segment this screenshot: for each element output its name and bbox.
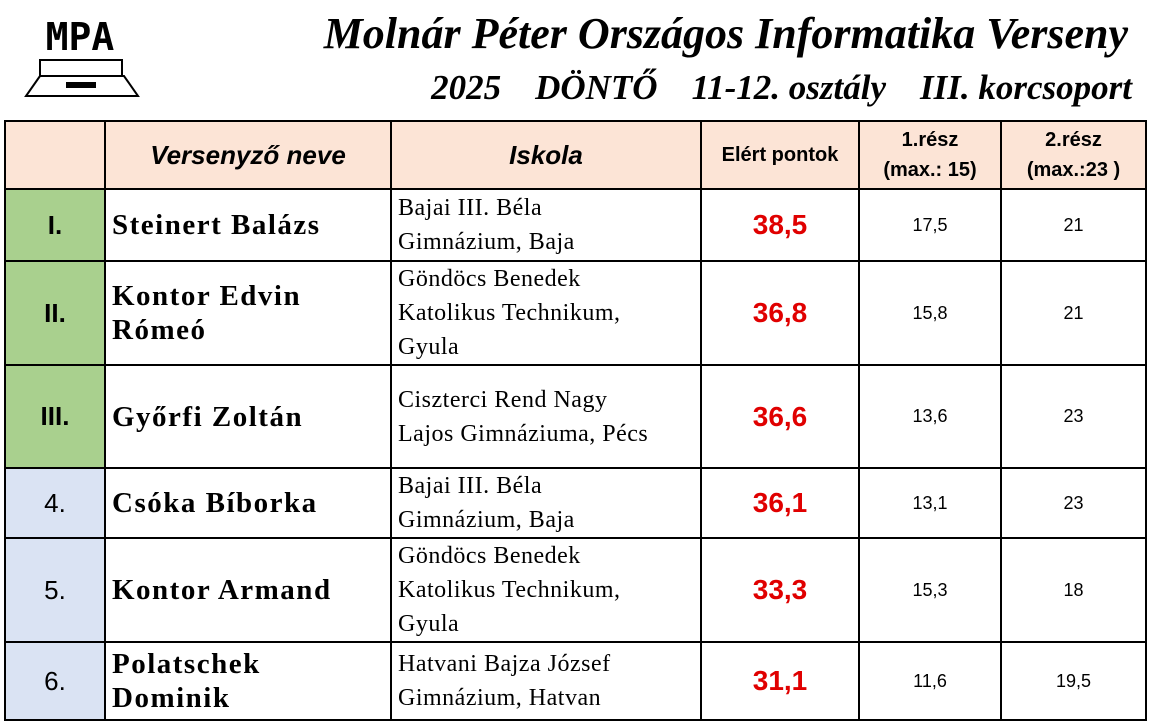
name-cell: Kontor Armand [104,537,392,643]
row: III. Győrfi Zoltán Ciszterci Rend Nagy Lajo… [4,364,1147,469]
title: Molnár Péter Országos Informatika Versen… [323,9,1128,58]
school-cell: Bajai III. Béla Gimnázium, Baja [390,188,702,262]
subtitle: 2025 DÖNTŐ 11-12. osztály III. korcsoport [397,68,1132,108]
name-cell: Polatschek Dominik [104,641,392,721]
laptop-pad [66,82,96,88]
part1-cell: 15,8 [858,260,1002,366]
points-cell: 31,1 [700,641,860,721]
part1-cell: 11,6 [858,641,1002,721]
points-cell: 36,1 [700,467,860,539]
rank-cell: I. [4,188,106,262]
school-line: Gimnázium, Baja [398,229,575,255]
row: 5. Kontor Armand Göndöcs Benedek Katolikus … [4,537,1147,643]
part1-cell: 13,1 [858,467,1002,539]
school-cell: Hatvani Bajza József Gimnázium, Hatvan [390,641,702,721]
header-text: 1.rész [901,129,959,151]
name-cell: Kontor Edvin Rómeó [104,260,392,366]
school-line: Gyula [398,334,460,360]
points-cell: 38,5 [700,188,860,262]
school-line: Hatvani Bajza József [398,651,611,677]
row: 6. Polatschek Dominik Hatvani Bajza József… [4,641,1147,721]
subtitle-part: 2025 [431,68,502,107]
header-cell: 2.rész (max.:23 ) [1000,120,1147,190]
laptop-screen [39,59,123,77]
part2-cell: 23 [1000,467,1147,539]
header-text: Iskola [509,139,583,170]
rank-cell: III. [4,364,106,469]
header-text: 2.rész [1045,129,1102,151]
table-header: Versenyző neve Iskola Elért pontok 1.rész (m… [4,120,1147,190]
school-line: Gimnázium, Baja [398,507,575,533]
part1-cell: 15,3 [858,537,1002,643]
header-text: Versenyző neve [150,139,346,170]
school-line: Ciszterci Rend Nagy [398,386,608,413]
school-line: Gyula [398,611,460,637]
rank-cell: II. [4,260,106,366]
results-table: Versenyző neve Iskola Elért pontok 1.rész (m… [4,120,1147,721]
header-row: Versenyző neve Iskola Elért pontok 1.rész (m… [4,120,1147,190]
row: 4. Csóka Bíborka Bajai III. Béla Gimnázium,… [4,467,1147,539]
header-cell [4,120,106,190]
school-cell: Göndöcs Benedek Katolikus Technikum, Gyula [390,537,702,643]
school-line: Gimnázium, Hatvan [398,685,602,711]
school-cell: Göndöcs Benedek Katolikus Technikum, Gyula [390,260,702,366]
part1-cell: 13,6 [858,364,1002,469]
school-line: Katolikus Technikum, [398,577,621,603]
part2-cell: 21 [1000,188,1147,262]
points-cell: 36,8 [700,260,860,366]
header-cell: 1.rész (max.: 15) [858,120,1002,190]
points-cell: 33,3 [700,537,860,643]
header-text: (max.:23 ) [1026,159,1121,181]
school-line: Bajai III. Béla [398,473,543,499]
name-cell: Győrfi Zoltán [104,364,392,469]
part2-cell: 19,5 [1000,641,1147,721]
rank-cell: 6. [4,641,106,721]
school-cell: Bajai III. Béla Gimnázium, Baja [390,467,702,539]
school-line: Bajai III. Béla [398,195,543,221]
part2-cell: 23 [1000,364,1147,469]
row: I. Steinert Balázs Bajai III. Béla Gimnáziu… [4,188,1147,262]
part1-cell: 17,5 [858,188,1002,262]
header-cell: Iskola [390,120,702,190]
part2-cell: 18 [1000,537,1147,643]
rank-cell: 5. [4,537,106,643]
school-cell: Ciszterci Rend Nagy Lajos Gimnáziuma, Péc… [390,364,702,469]
part2-cell: 21 [1000,260,1147,366]
logo: MPA [24,18,140,97]
name-cell: Csóka Bíborka [104,467,392,539]
subtitle-part: 11-12. osztály [691,68,887,107]
header-cell: Versenyző neve [104,120,392,190]
table-body: I. Steinert Balázs Bajai III. Béla Gimnáziu… [4,188,1147,721]
points-cell: 36,6 [700,364,860,469]
school-line: Göndöcs Benedek [398,266,581,292]
subtitle-part: DÖNTŐ [535,68,658,107]
header-text: (max.: 15) [883,159,977,181]
subtitle-part: III. korcsoport [920,68,1132,107]
header-text: Elért pontok [721,143,839,166]
school-line: Göndöcs Benedek [398,543,581,569]
header-cell: Elért pontok [700,120,860,190]
logo-text: MPA [46,18,115,59]
name-cell: Steinert Balázs [104,188,392,262]
rank-cell: 4. [4,467,106,539]
school-line: Katolikus Technikum, [398,300,621,326]
school-line: Lajos Gimnáziuma, Pécs [398,420,649,447]
row: II. Kontor Edvin Rómeó Göndöcs Benedek Kato… [4,260,1147,366]
